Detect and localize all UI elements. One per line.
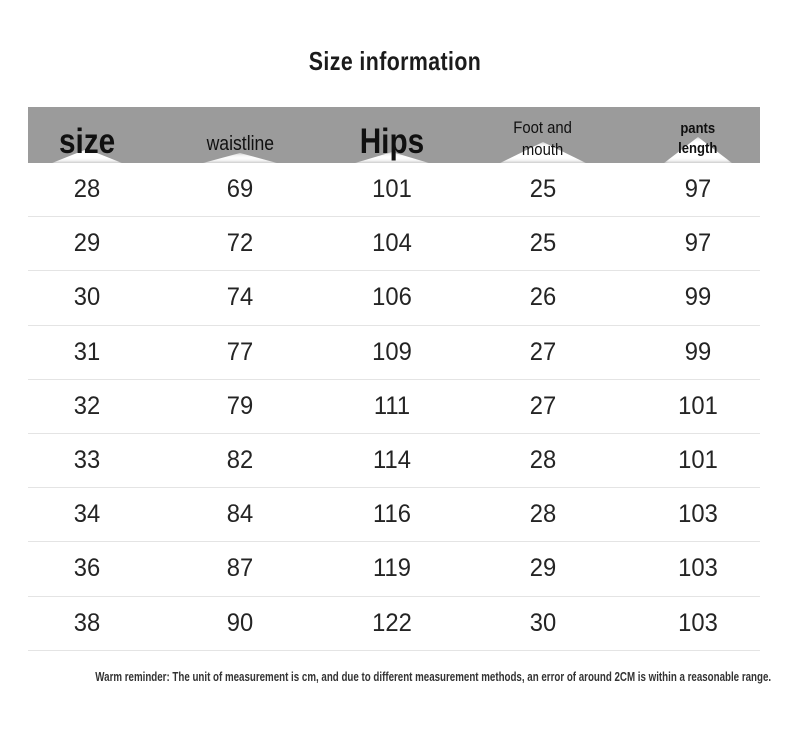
table-row: 34 84 116 28 103 <box>28 488 760 543</box>
table-cell-waistline: 69 <box>226 175 254 204</box>
column-header-hips: Hips <box>334 107 450 163</box>
page-title: Size information <box>308 46 482 76</box>
table-cell-pants-length: 99 <box>684 283 712 312</box>
table-cell-foot-and-mouth: 30 <box>529 608 557 637</box>
table-cell-size: 31 <box>73 337 101 366</box>
table-cell-size: 36 <box>73 554 101 583</box>
column-header-label: Foot and mouth <box>513 119 573 160</box>
table-row: 36 87 119 29 103 <box>28 542 760 597</box>
table-cell-pants-length: 103 <box>678 554 718 583</box>
table-cell-hips: 119 <box>373 554 411 583</box>
column-header-pants-length: pants length <box>636 107 760 163</box>
table-cell-hips: 111 <box>373 391 411 420</box>
table-row: 38 90 122 30 103 <box>28 597 760 651</box>
table-cell-pants-length: 103 <box>678 500 718 529</box>
table-cell-waistline: 79 <box>226 391 254 420</box>
table-row: 28 69 101 25 97 <box>28 163 760 218</box>
table-cell-foot-and-mouth: 27 <box>529 391 557 420</box>
table-cell-waistline: 74 <box>226 283 254 312</box>
table-cell-hips: 104 <box>372 229 412 258</box>
table-cell-foot-and-mouth: 28 <box>529 446 557 475</box>
table-cell-waistline: 72 <box>226 229 254 258</box>
table-cell-foot-and-mouth: 27 <box>529 337 557 366</box>
table-cell-pants-length: 101 <box>678 391 718 420</box>
table-cell-waistline: 84 <box>226 500 254 529</box>
reminder-note-text: Warm reminder: The unit of measurement i… <box>95 670 772 684</box>
table-row: 31 77 109 27 99 <box>28 326 760 380</box>
table-cell-pants-length: 99 <box>684 337 712 366</box>
table-cell-pants-length: 101 <box>678 446 718 475</box>
table-cell-hips: 122 <box>372 608 412 637</box>
table-cell-waistline: 77 <box>226 337 254 366</box>
table-cell-size: 29 <box>73 229 101 258</box>
table-cell-size: 32 <box>73 391 101 420</box>
table-cell-hips: 101 <box>372 175 412 204</box>
table-body: 28 69 101 25 97 29 72 104 25 97 30 74 10… <box>28 163 760 651</box>
column-header-label: waistline <box>206 133 274 155</box>
table-row: 32 79 111 27 101 <box>28 380 760 434</box>
table-cell-pants-length: 97 <box>684 175 712 204</box>
table-row: 33 82 114 28 101 <box>28 434 760 489</box>
table-row: 30 74 106 26 99 <box>28 271 760 326</box>
table-cell-size: 28 <box>73 175 101 204</box>
table-cell-pants-length: 97 <box>684 229 712 258</box>
table-cell-pants-length: 103 <box>678 608 718 637</box>
column-header-foot-and-mouth: Foot and mouth <box>450 107 636 163</box>
table-cell-foot-and-mouth: 28 <box>529 500 557 529</box>
table-cell-foot-and-mouth: 29 <box>529 554 557 583</box>
table-header-row: size waistline Hips Foot and mouth pants… <box>28 107 760 163</box>
column-header-label: Hips <box>359 122 425 161</box>
table-cell-waistline: 90 <box>226 608 254 637</box>
triangle-peak-decoration <box>355 152 429 163</box>
reminder-footer: Warm reminder: The unit of measurement i… <box>0 668 790 686</box>
size-table: size waistline Hips Foot and mouth pants… <box>28 107 760 651</box>
table-row: 29 72 104 25 97 <box>28 217 760 272</box>
table-cell-size: 38 <box>73 608 101 637</box>
column-header-label: size <box>58 122 116 161</box>
table-cell-hips: 116 <box>373 500 411 529</box>
column-header-waistline: waistline <box>146 107 334 163</box>
table-cell-foot-and-mouth: 25 <box>529 175 557 204</box>
table-cell-size: 33 <box>73 446 101 475</box>
column-header-label: pants length <box>678 121 718 157</box>
triangle-peak-decoration <box>203 153 277 163</box>
column-header-size: size <box>28 107 146 163</box>
table-cell-size: 34 <box>73 500 101 529</box>
table-cell-hips: 109 <box>372 337 412 366</box>
table-cell-waistline: 82 <box>226 446 254 475</box>
table-cell-hips: 114 <box>373 446 411 475</box>
table-cell-foot-and-mouth: 26 <box>529 283 557 312</box>
table-cell-foot-and-mouth: 25 <box>529 229 557 258</box>
table-cell-waistline: 87 <box>226 554 254 583</box>
table-cell-size: 30 <box>73 283 101 312</box>
table-cell-hips: 106 <box>372 283 412 312</box>
